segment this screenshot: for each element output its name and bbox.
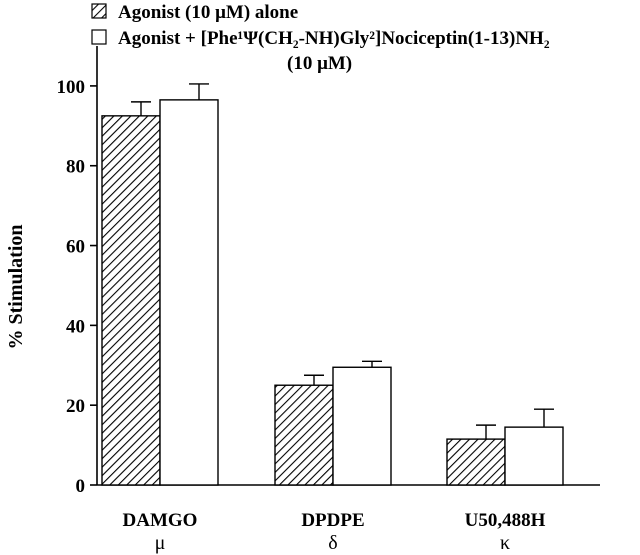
legend-label-series-1: Agonist (10 μM) alone [118, 2, 298, 23]
y-tick-label-0: 0 [76, 476, 86, 497]
bar-DPDPE-series-1 [274, 384, 334, 486]
x-tick-symbol-DPDPE: δ [328, 532, 337, 554]
legend-label-series-2-line2: (10 μM) [287, 53, 352, 74]
x-tick-label-U50,488H: U50,488H [465, 510, 546, 531]
legend: Agonist (10 μM) alone Agonist + [Phe¹Ψ(C… [91, 2, 550, 74]
y-axis-label: % Stimulation [5, 224, 27, 349]
y-tick-label-100: 100 [57, 77, 86, 98]
y-tick-label-20: 20 [66, 396, 85, 417]
x-tick-symbol-DAMGO: μ [155, 532, 166, 554]
bar-DPDPE-series-2 [332, 366, 392, 486]
legend-swatch-open [91, 29, 107, 45]
bar-U50,488H-series-2 [504, 426, 564, 486]
x-tick-label-DPDPE: DPDPE [301, 510, 364, 531]
y-tick-label-40: 40 [66, 316, 85, 337]
bar-DAMGO-series-2 [159, 99, 219, 486]
legend-label-series-2-line1: Agonist + [Phe¹Ψ(CH₂-NH)Gly²]Nociceptin(… [118, 28, 550, 49]
bar-U50,488H-series-1 [446, 438, 506, 486]
y-tick-label-80: 80 [66, 157, 85, 178]
x-tick-symbol-U50,488H: κ [500, 532, 510, 554]
bars [101, 83, 564, 486]
x-tick-label-DAMGO: DAMGO [123, 510, 198, 531]
legend-swatch-hatched [91, 3, 107, 19]
bar-DAMGO-series-1 [101, 115, 161, 486]
y-tick-label-60: 60 [66, 237, 85, 258]
